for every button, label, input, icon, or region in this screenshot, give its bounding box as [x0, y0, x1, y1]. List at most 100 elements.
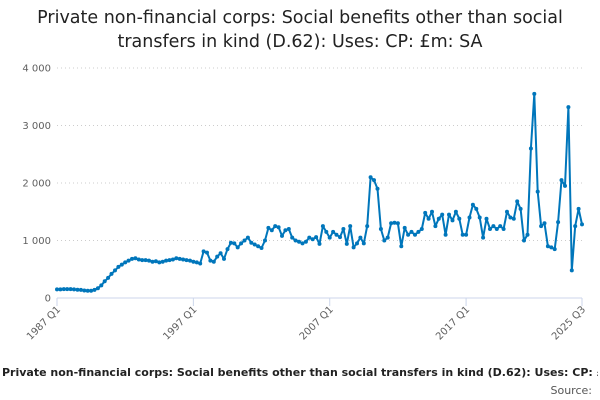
data-point[interactable] — [470, 202, 475, 207]
data-point[interactable] — [464, 232, 469, 237]
data-point[interactable] — [136, 257, 141, 262]
data-point[interactable] — [525, 232, 530, 237]
data-point[interactable] — [242, 238, 247, 243]
data-point[interactable] — [576, 206, 581, 211]
data-point[interactable] — [266, 225, 271, 230]
data-point[interactable] — [430, 209, 434, 214]
data-point[interactable] — [157, 260, 162, 265]
data-point[interactable] — [263, 238, 267, 243]
data-point[interactable] — [573, 224, 578, 229]
data-point[interactable] — [508, 215, 513, 220]
data-point[interactable] — [150, 259, 155, 264]
data-point[interactable] — [102, 279, 107, 284]
data-point[interactable] — [72, 287, 76, 292]
data-point[interactable] — [167, 258, 172, 263]
data-point[interactable] — [123, 260, 128, 265]
data-point[interactable] — [215, 254, 220, 259]
data-point[interactable] — [474, 206, 479, 211]
data-point[interactable] — [245, 235, 250, 240]
data-point[interactable] — [419, 227, 424, 231]
data-point[interactable] — [545, 244, 550, 249]
data-point[interactable] — [580, 222, 584, 227]
data-point[interactable] — [460, 232, 465, 237]
data-point[interactable] — [382, 238, 387, 243]
data-point[interactable] — [153, 259, 158, 264]
data-point[interactable] — [109, 271, 114, 276]
data-point[interactable] — [286, 227, 291, 231]
data-point[interactable] — [126, 258, 131, 263]
data-point[interactable] — [164, 258, 169, 263]
data-point[interactable] — [177, 256, 182, 261]
data-point[interactable] — [232, 241, 237, 246]
series-points-layer[interactable] — [55, 91, 584, 293]
data-point[interactable] — [170, 257, 175, 262]
data-point[interactable] — [75, 287, 80, 292]
data-point[interactable] — [119, 262, 124, 267]
data-point[interactable] — [92, 287, 97, 292]
data-point[interactable] — [488, 227, 492, 231]
data-point[interactable] — [389, 221, 394, 226]
data-point[interactable] — [228, 240, 233, 245]
data-point[interactable] — [280, 233, 284, 238]
data-point[interactable] — [194, 260, 199, 265]
data-point[interactable] — [416, 229, 421, 234]
data-point[interactable] — [365, 224, 370, 229]
data-point[interactable] — [259, 246, 264, 250]
data-point[interactable] — [235, 245, 240, 250]
data-point[interactable] — [423, 210, 428, 215]
data-point[interactable] — [198, 261, 203, 266]
data-point[interactable] — [184, 258, 189, 263]
data-point[interactable] — [542, 221, 547, 226]
data-point[interactable] — [368, 175, 373, 180]
data-point[interactable] — [351, 245, 356, 250]
data-point[interactable] — [85, 288, 90, 293]
data-point[interactable] — [348, 224, 353, 229]
data-point[interactable] — [515, 199, 520, 204]
data-point[interactable] — [505, 209, 509, 214]
data-point[interactable] — [252, 242, 257, 247]
data-point[interactable] — [140, 258, 145, 263]
data-point[interactable] — [378, 227, 383, 231]
data-point[interactable] — [457, 216, 462, 221]
data-point[interactable] — [133, 256, 138, 261]
data-point[interactable] — [433, 224, 438, 229]
data-point[interactable] — [276, 225, 281, 230]
data-point[interactable] — [310, 237, 315, 242]
data-point[interactable] — [191, 259, 196, 264]
data-point[interactable] — [392, 220, 397, 225]
data-point[interactable] — [532, 91, 537, 96]
data-point[interactable] — [290, 235, 295, 240]
data-point[interactable] — [55, 287, 59, 292]
data-point[interactable] — [106, 275, 111, 280]
data-point[interactable] — [327, 235, 332, 240]
data-point[interactable] — [78, 287, 83, 292]
data-point[interactable] — [273, 224, 278, 229]
data-point[interactable] — [406, 232, 411, 237]
data-point[interactable] — [297, 239, 301, 244]
data-point[interactable] — [331, 229, 336, 234]
data-point[interactable] — [256, 244, 261, 249]
data-point[interactable] — [494, 227, 499, 231]
data-point[interactable] — [443, 232, 448, 237]
data-point[interactable] — [68, 287, 73, 292]
data-point[interactable] — [355, 241, 359, 246]
data-point[interactable] — [143, 258, 148, 263]
data-point[interactable] — [402, 225, 407, 230]
data-point[interactable] — [218, 251, 223, 256]
data-point[interactable] — [361, 241, 366, 246]
data-point[interactable] — [181, 257, 186, 262]
data-point[interactable] — [535, 189, 540, 194]
data-point[interactable] — [518, 206, 523, 211]
legend-series-name[interactable]: Private non-financial corps: Social bene… — [2, 366, 598, 379]
data-point[interactable] — [481, 235, 486, 240]
data-point[interactable] — [303, 239, 308, 244]
data-point[interactable] — [501, 227, 506, 231]
data-point[interactable] — [344, 241, 349, 246]
data-point[interactable] — [320, 224, 325, 229]
data-point[interactable] — [341, 227, 346, 231]
data-point[interactable] — [484, 216, 489, 221]
data-point[interactable] — [225, 247, 230, 252]
data-point[interactable] — [395, 221, 400, 226]
data-point[interactable] — [522, 238, 526, 243]
data-point[interactable] — [147, 258, 151, 263]
